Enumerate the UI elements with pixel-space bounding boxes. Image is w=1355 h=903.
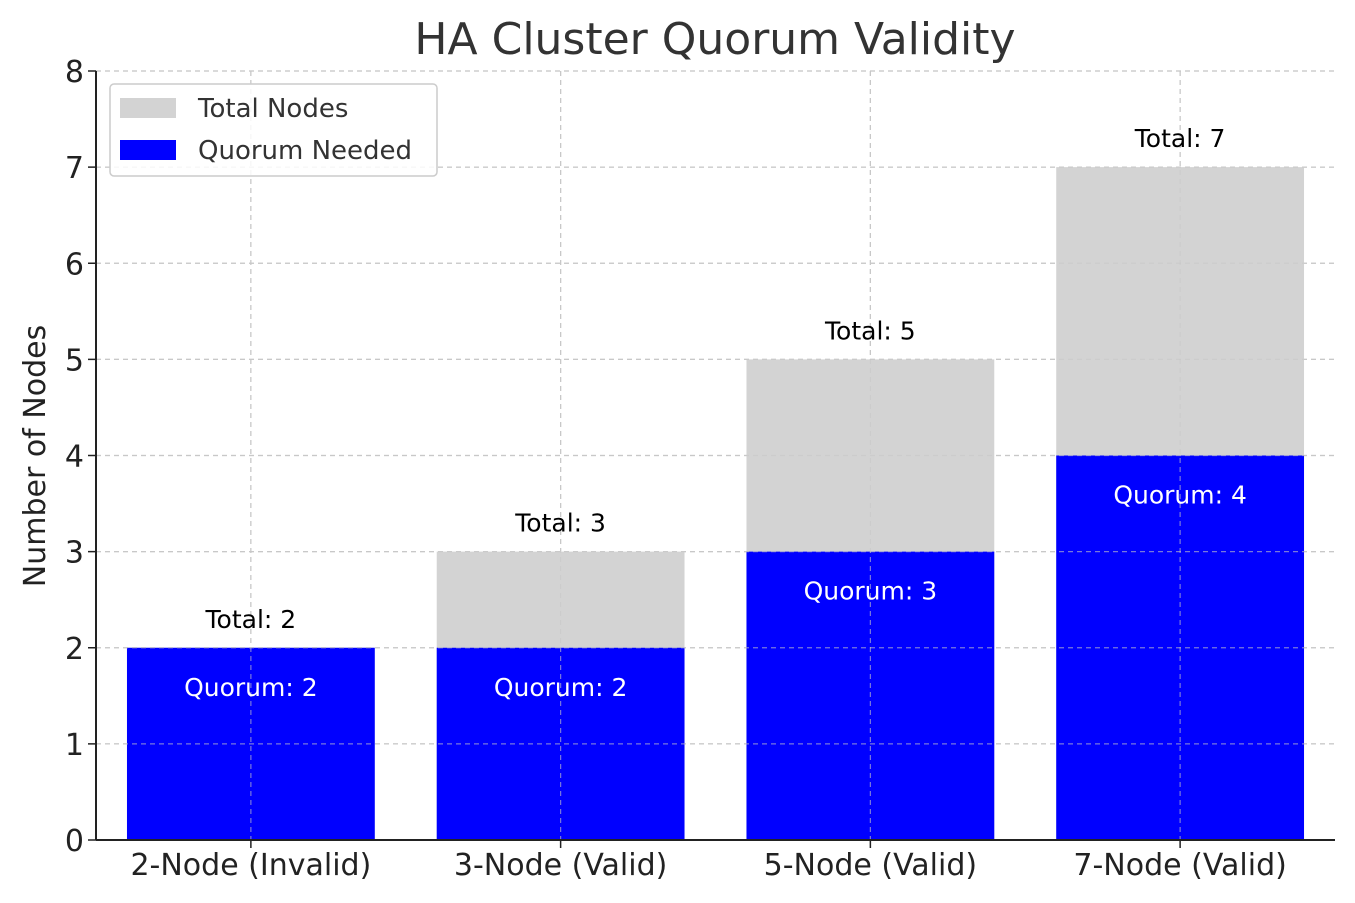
legend-swatch <box>120 98 176 118</box>
y-tick-label: 1 <box>65 728 84 763</box>
y-tick-label: 5 <box>65 343 84 378</box>
y-axis-label: Number of Nodes <box>18 325 53 587</box>
chart-title: HA Cluster Quorum Validity <box>414 14 1015 65</box>
y-tick-label: 3 <box>65 536 84 571</box>
x-tick-label: 7-Node (Valid) <box>1073 848 1286 883</box>
legend-swatch <box>120 140 176 160</box>
legend-label: Total Nodes <box>197 94 348 124</box>
legend-label: Quorum Needed <box>198 136 412 166</box>
x-tick-label: 3-Node (Valid) <box>454 848 667 883</box>
legend: Total Nodes Quorum Needed <box>109 83 438 177</box>
y-tick-label: 7 <box>65 151 84 186</box>
data-label-total: Total: 3 <box>514 509 606 538</box>
y-tick-label: 2 <box>65 632 84 667</box>
data-label-total: Total: 2 <box>205 605 297 634</box>
data-label-total: Total: 7 <box>1134 124 1226 153</box>
data-label-quorum: Quorum: 4 <box>1113 481 1247 510</box>
data-label-quorum: Quorum: 2 <box>184 673 318 702</box>
data-label-quorum: Quorum: 2 <box>494 673 628 702</box>
label-layer: Total: 2 Quorum: 2 Total: 3 Quorum: 2 Total:… <box>96 70 1335 840</box>
x-tick-label: 5-Node (Valid) <box>764 848 977 883</box>
data-label-quorum: Quorum: 3 <box>804 577 938 606</box>
y-tick-label: 8 <box>65 55 84 90</box>
y-tick-label: 4 <box>65 440 84 475</box>
y-tick-label: 6 <box>65 247 84 282</box>
x-tick-label: 2-Node (Invalid) <box>130 848 371 883</box>
axis-layer: 0 1 2 3 4 5 6 7 8 2-Node (Invalid) 3-Node (Valid) 5… <box>65 55 1335 883</box>
legend-box <box>109 83 438 177</box>
data-label-total: Total: 5 <box>824 316 916 345</box>
y-tick-label: 0 <box>65 824 84 859</box>
